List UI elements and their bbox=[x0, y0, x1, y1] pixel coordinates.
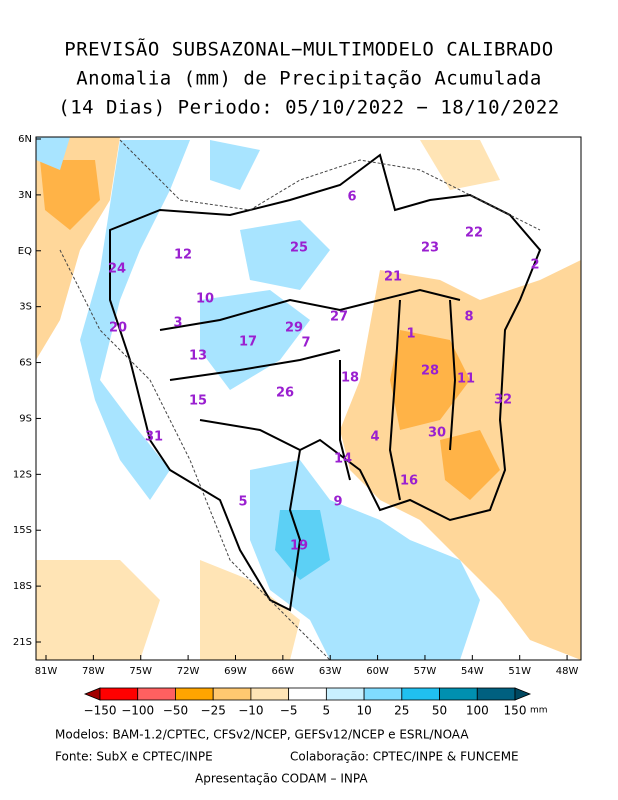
colorbar-triangle bbox=[83, 687, 101, 701]
lon-tick-label: 78W bbox=[82, 666, 105, 677]
lat-tick-label: 12S bbox=[13, 469, 32, 480]
lon-tick-label: 60W bbox=[366, 666, 389, 677]
lat-tick-label: 18S bbox=[13, 581, 32, 592]
lon-tick-label: 81W bbox=[35, 666, 58, 677]
title-line: PREVISÃO SUBSAZONAL−MULTIMODELO CALIBRAD… bbox=[64, 38, 554, 61]
basin-label: 5 bbox=[238, 495, 247, 510]
lon-tick-label: 63W bbox=[319, 666, 342, 677]
colorbar-box bbox=[137, 687, 176, 701]
footer-line: Fonte: SubX e CPTEC/INPE bbox=[55, 750, 213, 764]
borders bbox=[59, 139, 541, 661]
colorbar-label: 25 bbox=[394, 704, 409, 718]
lon-tick-label: 51W bbox=[508, 666, 531, 677]
basin-label: 12 bbox=[174, 248, 192, 263]
basin-label: 8 bbox=[464, 310, 473, 325]
basin-label: 10 bbox=[196, 292, 214, 307]
basin-label: 4 bbox=[370, 430, 379, 445]
colorbar-unit: mm bbox=[530, 706, 548, 716]
lat-tick-label: 3N bbox=[18, 190, 32, 201]
lon-tick-label: 57W bbox=[414, 666, 437, 677]
colorbar-label: 100 bbox=[466, 704, 489, 718]
basin-label: 9 bbox=[333, 495, 342, 510]
lon-tick-label: 69W bbox=[224, 666, 247, 677]
colorbar-label: −5 bbox=[280, 704, 298, 718]
title-line: (14 Dias) Periodo: 05/10/2022 − 18/10/20… bbox=[58, 97, 559, 119]
map-shading bbox=[36, 137, 581, 660]
colorbar-label: 50 bbox=[432, 704, 447, 718]
basin-label: 22 bbox=[465, 226, 483, 241]
lat-tick-label: 21S bbox=[13, 637, 32, 648]
basin-outlines bbox=[109, 153, 542, 612]
basin-label: 17 bbox=[239, 335, 257, 350]
colorbar-box bbox=[175, 687, 214, 701]
lon-tick-label: 66W bbox=[272, 666, 295, 677]
colorbar-label: −150 bbox=[84, 704, 117, 718]
basin-label: 24 bbox=[108, 262, 126, 277]
map-frame bbox=[35, 136, 582, 661]
lat-tick-label: 15S bbox=[13, 525, 32, 536]
basin-label: 31 bbox=[145, 430, 163, 445]
footer-line: Colaboração: CPTEC/INPE & FUNCEME bbox=[290, 750, 519, 764]
colorbar-box bbox=[325, 687, 365, 701]
colorbar-box bbox=[250, 687, 290, 701]
colorbar-label: −50 bbox=[163, 704, 188, 718]
basin-label: 26 bbox=[276, 386, 294, 401]
basin-label: 2 bbox=[530, 258, 539, 273]
colorbar-box bbox=[439, 687, 478, 701]
basin-label: 23 bbox=[421, 241, 439, 256]
lon-tick-label: 54W bbox=[461, 666, 484, 677]
basin-label: 14 bbox=[334, 452, 352, 467]
colorbar-label: −100 bbox=[121, 704, 154, 718]
colorbar-box bbox=[99, 687, 139, 701]
lon-tick-label: 72W bbox=[177, 666, 200, 677]
basin-label: 27 bbox=[330, 310, 348, 325]
colorbar-label: −25 bbox=[201, 704, 226, 718]
lat-tick-label: 6N bbox=[18, 134, 32, 145]
lat-tick-label: 9S bbox=[19, 413, 32, 424]
footer-line: Modelos: BAM-1.2/CPTEC, CFSv2/NCEP, GEFS… bbox=[55, 728, 469, 742]
basin-label: 7 bbox=[301, 336, 310, 351]
colorbar-label: 10 bbox=[356, 704, 371, 718]
basin-label: 18 bbox=[341, 371, 359, 386]
lat-tick-label: EQ bbox=[18, 246, 32, 257]
colorbar-box bbox=[363, 687, 403, 701]
footer-line: Apresentação CODAM – INPA bbox=[195, 772, 368, 786]
basin-label: 25 bbox=[290, 241, 308, 256]
colorbar-box bbox=[288, 687, 327, 701]
colorbar-box bbox=[401, 687, 440, 701]
colorbar-box bbox=[476, 687, 516, 701]
colorbar-triangle bbox=[514, 687, 532, 701]
lon-tick-label: 75W bbox=[129, 666, 152, 677]
colorbar-label: 5 bbox=[323, 704, 331, 718]
basin-label: 32 bbox=[494, 393, 512, 408]
basin-label: 28 bbox=[421, 364, 439, 379]
title-line: Anomalia (mm) de Precipitação Acumulada bbox=[76, 68, 542, 90]
colorbar-label: 150 bbox=[504, 704, 527, 718]
basin-label: 30 bbox=[428, 426, 446, 441]
basin-label: 13 bbox=[189, 349, 207, 364]
basin-label: 6 bbox=[347, 190, 356, 205]
lat-tick-label: 3S bbox=[19, 302, 32, 313]
colorbar-box bbox=[212, 687, 252, 701]
basin-label: 11 bbox=[457, 372, 475, 387]
basin-label: 21 bbox=[384, 270, 402, 285]
basin-label: 19 bbox=[290, 539, 308, 554]
colorbar-label: −10 bbox=[238, 704, 263, 718]
basin-label: 15 bbox=[189, 394, 207, 409]
basin-label: 20 bbox=[109, 321, 127, 336]
basin-label: 1 bbox=[406, 327, 415, 342]
basin-label: 3 bbox=[173, 316, 182, 331]
basin-label: 16 bbox=[400, 474, 418, 489]
lat-tick-label: 6S bbox=[19, 358, 32, 369]
basin-label: 29 bbox=[285, 321, 303, 336]
lon-tick-label: 48W bbox=[556, 666, 579, 677]
